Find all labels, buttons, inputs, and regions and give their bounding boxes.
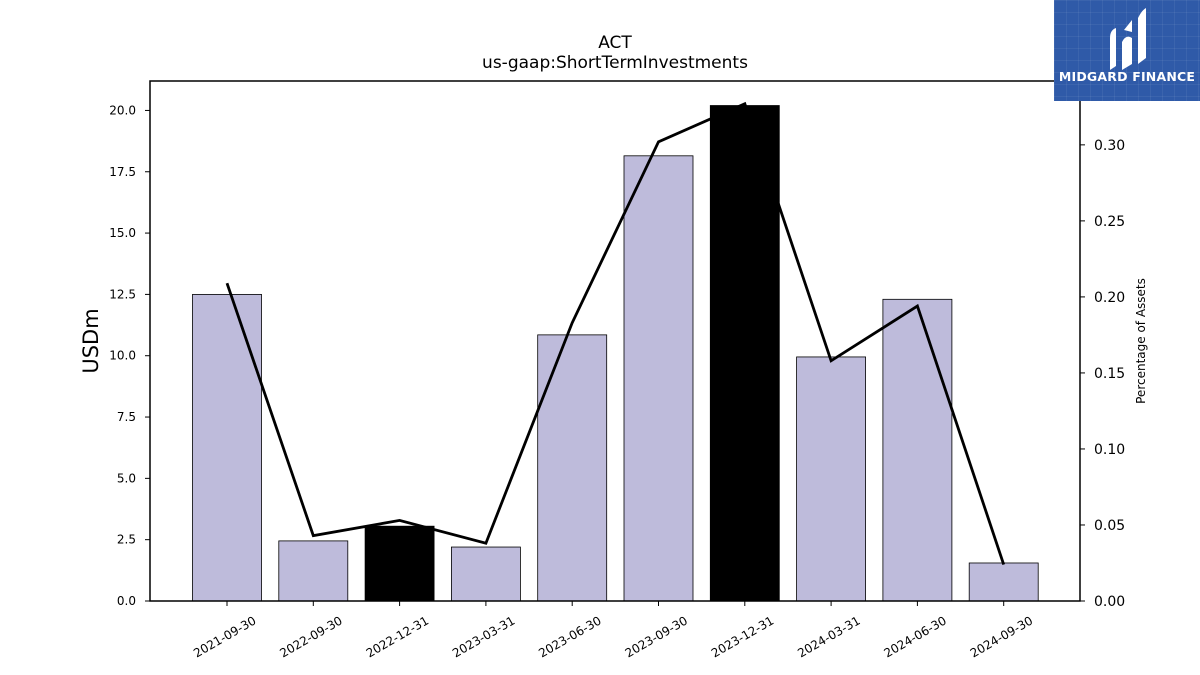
chart-subtitle: us-gaap:ShortTermInvestments	[482, 53, 748, 73]
bar-2023-09-30	[623, 155, 694, 602]
percentage-line	[225, 101, 1006, 565]
midgard-m-icon	[1110, 8, 1146, 70]
y-tick-label: 0.0	[117, 594, 136, 608]
bars-layer	[192, 105, 1039, 602]
y-tick-label: 10.0	[109, 349, 136, 363]
bar-2023-12-31	[709, 105, 780, 602]
y-axis-label: USDm	[79, 308, 103, 373]
bar-2021-09-30	[192, 293, 262, 602]
x-tick-label: 2023-03-31	[450, 613, 517, 660]
x-tick-label: 2021-09-30	[191, 613, 258, 660]
y2-tick-label: 0.15	[1094, 366, 1125, 382]
y-tick-label: 15.0	[109, 226, 136, 240]
y2-tick-label: 0.25	[1094, 214, 1125, 230]
midgard-finance-logo: MIDGARD FINANCE	[1054, 0, 1200, 101]
x-tick-label: 2023-06-30	[536, 613, 603, 660]
y-tick-label: 5.0	[117, 471, 136, 485]
x-axis: 2021-09-30 2022-09-30 2022-12-31 2023-03-31…	[191, 601, 1035, 660]
chart-title: ACT	[598, 33, 632, 53]
y2-tick-label: 0.05	[1094, 518, 1125, 534]
y2-tick-label: 0.00	[1094, 594, 1125, 610]
x-tick-label: 2022-09-30	[277, 613, 344, 660]
y2-axis-label: Percentage of Assets	[1134, 278, 1148, 404]
x-tick-label: 2023-12-31	[709, 613, 776, 660]
y2-tick-label: 0.30	[1094, 138, 1125, 154]
plot-frame	[149, 80, 1081, 602]
y-tick-label: 17.5	[109, 165, 136, 179]
x-tick-label: 2023-09-30	[623, 613, 690, 660]
y-tick-label: 2.5	[117, 533, 136, 547]
bar-2024-03-31	[796, 356, 866, 602]
y-tick-label: 20.0	[109, 103, 136, 117]
y2-tick-label: 0.10	[1094, 442, 1125, 458]
bar-2023-03-31	[450, 546, 521, 602]
bar-2023-06-30	[537, 334, 608, 602]
logo-text: MIDGARD FINANCE	[1058, 69, 1196, 84]
x-tick-label: 2024-06-30	[881, 613, 948, 660]
bar-2024-09-30	[968, 562, 1039, 602]
x-tick-label: 2022-12-31	[364, 613, 431, 660]
y2-tick-label: 0.20	[1094, 290, 1125, 306]
y2-axis: 0.00 0.05 0.10 0.15 0.20 0.25 0.30	[1080, 138, 1125, 610]
bar-2022-12-31	[364, 525, 435, 602]
bar-2024-06-30	[882, 298, 953, 602]
y-tick-label: 12.5	[109, 287, 136, 301]
bar-2022-09-30	[278, 540, 349, 602]
line-layer	[225, 101, 1006, 565]
y-tick-label: 7.5	[117, 410, 136, 424]
y-axis: 0.0 2.5 5.0 7.5 10.0 12.5 15.0 17.5 20.0	[109, 103, 150, 608]
x-tick-label: 2024-03-31	[795, 613, 862, 660]
x-tick-label: 2024-09-30	[968, 613, 1035, 660]
